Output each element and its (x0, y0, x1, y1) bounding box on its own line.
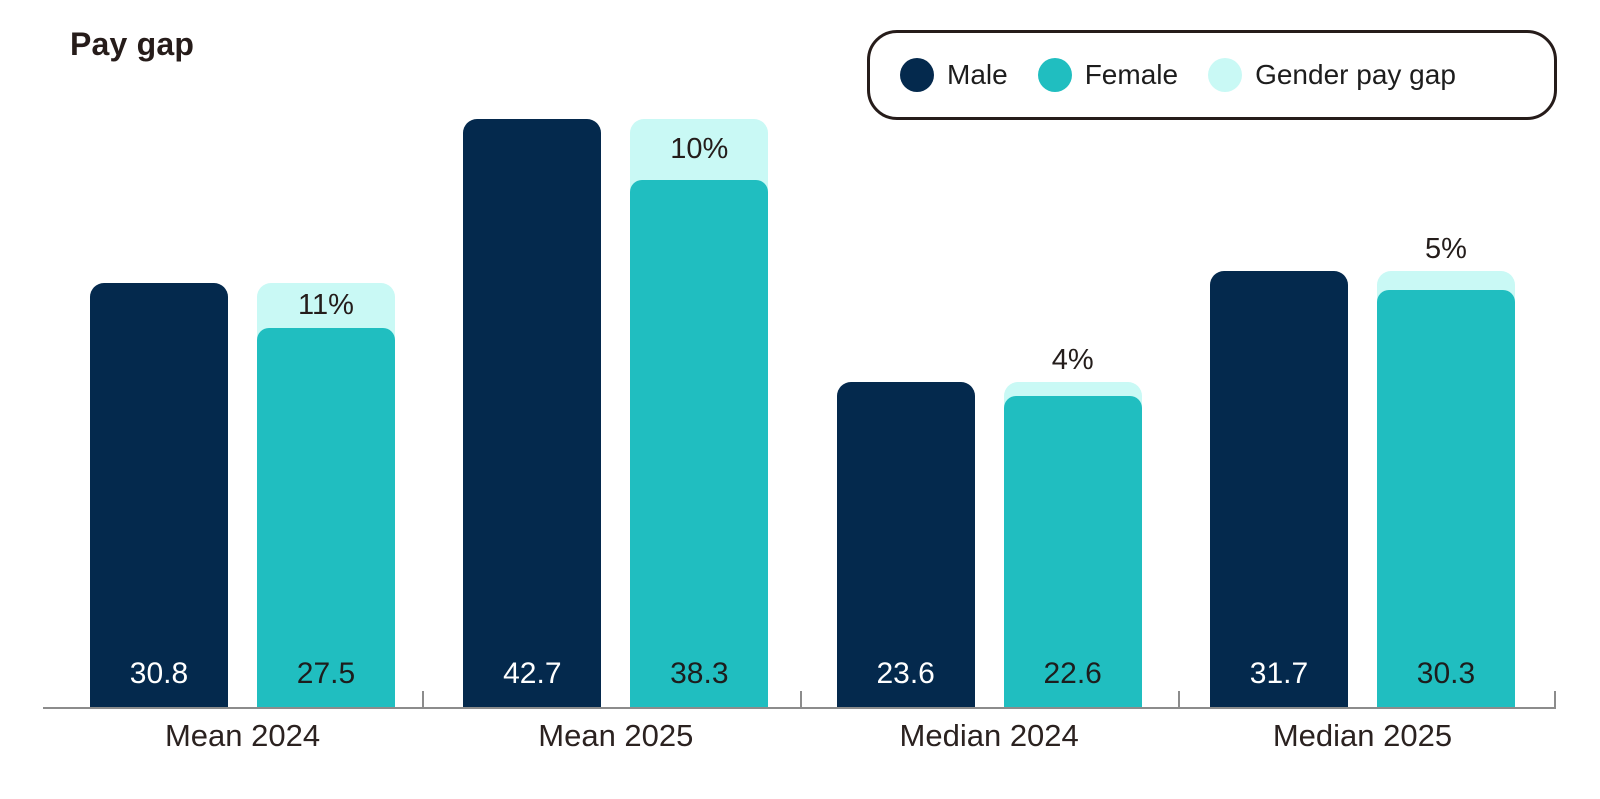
x-axis-tick-1 (800, 691, 802, 707)
bar-female-fill-mean-2024 (257, 328, 395, 707)
gap-label-mean-2025: 10% (670, 132, 729, 165)
female-swatch-icon (1037, 58, 1072, 92)
bar-female-mean-2024: 27.5 11% (257, 283, 395, 707)
chart-legend: Male Female Gender pay gap (867, 30, 1557, 120)
gap-label-mean-2024: 11% (298, 289, 354, 322)
legend-label-gender-pay-gap: Gender pay gap (1255, 59, 1456, 90)
bar-female-fill-mean-2025 (630, 179, 769, 707)
value-female-mean-2024: 27.5 (296, 656, 356, 690)
value-male-mean-2025: 42.7 (503, 656, 562, 690)
x-axis-tick-3 (1554, 691, 1556, 707)
bar-female-fill-median-2025 (1376, 289, 1515, 707)
value-male-mean-2024: 30.8 (129, 656, 189, 690)
chart-title: Pay gap (70, 26, 195, 62)
bar-male-mean-2024: 30.8 (90, 283, 228, 707)
value-male-median-2024: 23.6 (876, 656, 935, 690)
male-swatch-icon (900, 58, 934, 92)
bar-male-median-2024: 23.6 (836, 382, 975, 707)
value-male-median-2025: 31.7 (1249, 656, 1309, 690)
bar-female-fill-median-2024 (1003, 395, 1142, 707)
bar-female-mean-2025: 38.3 10% (630, 119, 769, 707)
legend-label-female: Female (1084, 59, 1179, 90)
legend-item-gender-pay-gap: Gender pay gap (1208, 58, 1456, 92)
category-label-mean-2024: Mean 2024 (164, 718, 321, 753)
category-label-median-2024: Median 2024 (899, 718, 1079, 753)
x-axis-tick-2 (1178, 691, 1180, 707)
value-female-median-2024: 22.6 (1043, 656, 1102, 690)
value-female-mean-2025: 38.3 (670, 656, 729, 690)
gender-pay-gap-swatch-icon (1208, 58, 1243, 92)
bar-female-median-2024: 22.6 (1003, 382, 1142, 707)
gap-label-median-2024: 4% (1051, 344, 1094, 377)
bar-male-median-2025: 31.7 (1209, 270, 1348, 707)
bar-female-median-2025: 30.3 (1376, 270, 1515, 707)
bar-male-mean-2025: 42.7 (463, 119, 602, 707)
x-axis-tick-0 (422, 691, 424, 707)
legend-label-male: Male (947, 59, 1008, 90)
category-label-mean-2025: Mean 2025 (538, 718, 694, 753)
legend-item-male: Male (900, 58, 1008, 92)
x-axis (43, 707, 1556, 709)
category-label-median-2025: Median 2025 (1272, 718, 1453, 753)
value-female-median-2025: 30.3 (1416, 656, 1476, 690)
legend-item-female: Female (1037, 58, 1179, 92)
gap-label-median-2025: 5% (1425, 232, 1467, 265)
